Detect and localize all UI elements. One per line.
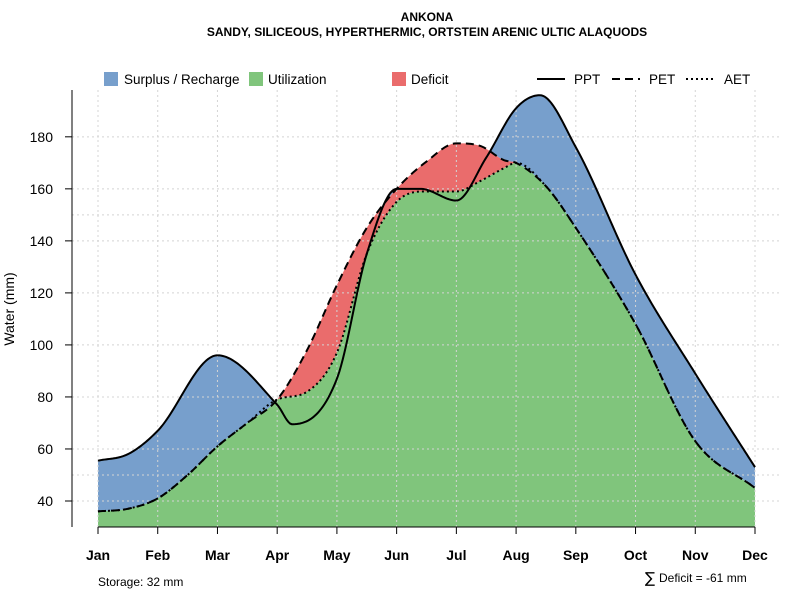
- y-axis-title: Water (mm): [1, 272, 17, 345]
- legend-swatch-surplus: [104, 72, 118, 86]
- deficit-note: Deficit = -61 mm: [659, 571, 747, 585]
- x-tick-label: Nov: [682, 547, 709, 563]
- storage-note: Storage: 32 mm: [98, 575, 183, 589]
- x-tick-label: Jul: [446, 547, 466, 563]
- utilization-area: [98, 162, 755, 527]
- x-tick-label: Dec: [742, 547, 768, 563]
- series-lines: [97, 94, 756, 513]
- y-tick-label: 120: [30, 285, 54, 301]
- x-tick-label: Jan: [86, 547, 110, 563]
- series-line-aet: [97, 161, 756, 513]
- legend-label-utilization: Utilization: [268, 72, 327, 87]
- y-axis-ticks: 40 60 80 100 120 140 160 180: [30, 129, 72, 509]
- x-tick-label: Mar: [205, 547, 230, 563]
- x-tick-label: Jun: [384, 547, 409, 563]
- x-tick-label: Oct: [624, 547, 648, 563]
- legend-label-pet: PET: [649, 72, 675, 87]
- surplus-area: [98, 95, 755, 512]
- x-tick-label: Sep: [563, 547, 589, 563]
- series-line-ppt: [97, 94, 756, 468]
- y-tick-label: 40: [37, 493, 53, 509]
- legend-label-ppt: PPT: [574, 72, 600, 87]
- x-tick-label: Apr: [265, 547, 290, 563]
- legend: Surplus / Recharge Utilization Deficit P…: [104, 72, 750, 87]
- legend-swatch-deficit: [392, 72, 406, 86]
- x-tick-label: May: [323, 547, 350, 563]
- x-tick-label: Feb: [145, 547, 170, 563]
- deficit-sum-symbol: ∑: [645, 569, 655, 587]
- legend-swatch-utilization: [249, 72, 263, 86]
- y-tick-label: 180: [30, 129, 54, 145]
- x-tick-label: Aug: [502, 547, 529, 563]
- y-tick-label: 80: [37, 389, 53, 405]
- x-axis-ticks: Jan Feb Mar Apr May Jun Jul Aug Sep Oct Nov Dec: [86, 527, 768, 563]
- legend-label-surplus: Surplus / Recharge: [124, 72, 240, 87]
- y-tick-label: 160: [30, 181, 54, 197]
- legend-label-aet: AET: [724, 72, 750, 87]
- legend-label-deficit: Deficit: [411, 72, 449, 87]
- y-tick-label: 60: [37, 441, 53, 457]
- chart-subtitle: SANDY, SILICEOUS, HYPERTHERMIC, ORTSTEIN…: [207, 25, 647, 39]
- y-tick-label: 140: [30, 233, 54, 249]
- y-tick-label: 100: [30, 337, 54, 353]
- area-fills: [98, 95, 755, 527]
- chart-title: ANKONA: [401, 10, 454, 24]
